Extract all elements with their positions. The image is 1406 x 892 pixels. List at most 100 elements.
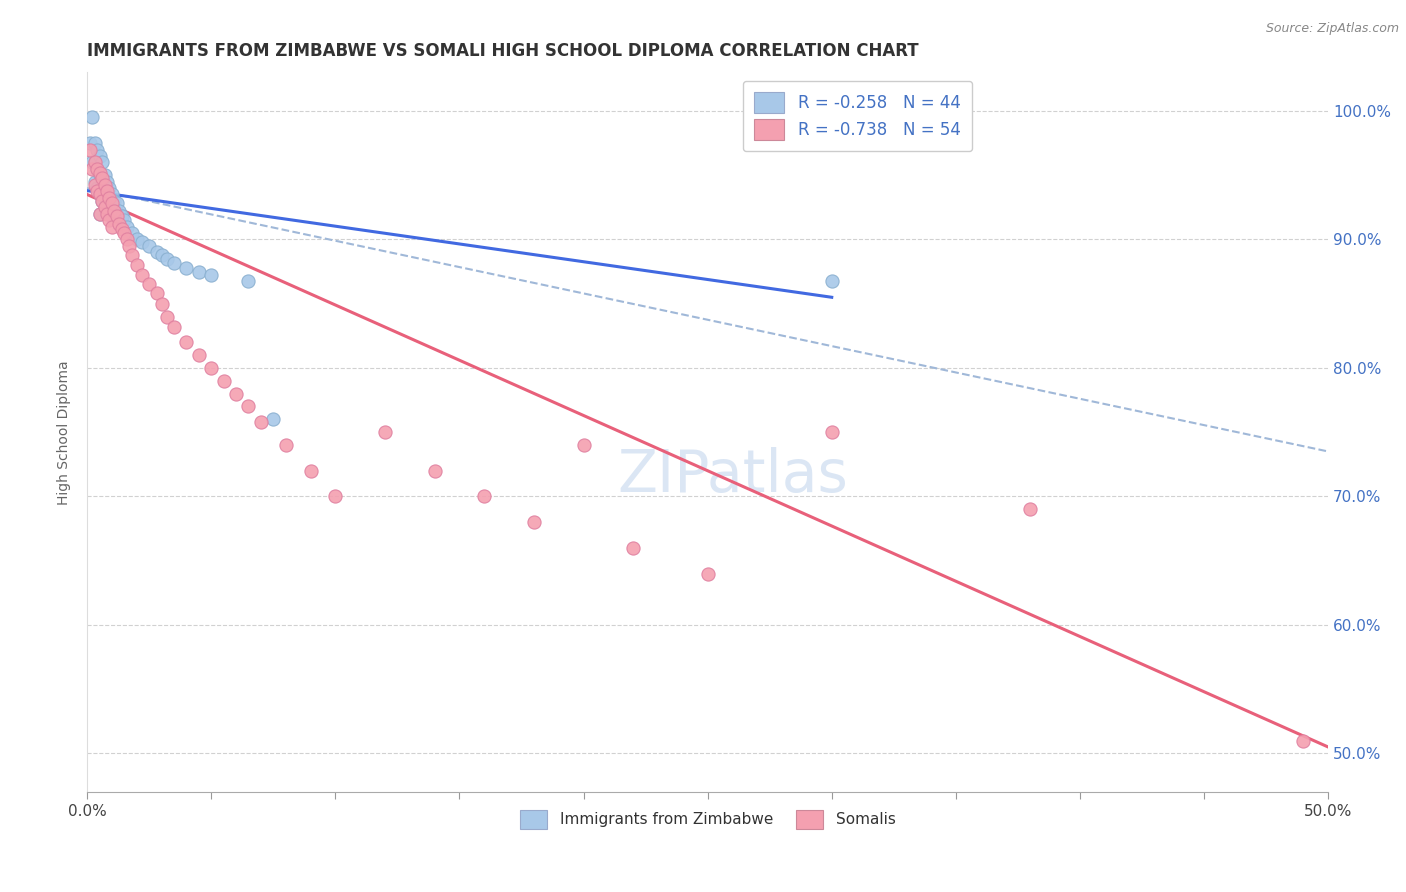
Point [150,248,173,262]
Point [155,310,177,324]
Point [89,149,111,163]
Y-axis label: High School Diploma: High School Diploma [58,359,72,505]
Point [696,566,718,581]
Point [225,386,247,401]
Point [138,239,160,253]
Point [105,210,128,224]
Point [83,178,105,193]
Point [112,226,135,240]
Point [79,136,101,150]
Point [82,155,104,169]
Point [98,204,121,219]
Text: IMMIGRANTS FROM ZIMBABWE VS SOMALI HIGH SCHOOL DIPLOMA CORRELATION CHART: IMMIGRANTS FROM ZIMBABWE VS SOMALI HIGH … [87,42,918,60]
Point [105,196,128,211]
Point [83,155,105,169]
Point [96,196,118,211]
Point [83,155,105,169]
Point [96,175,118,189]
Point [91,175,114,189]
Point [112,213,135,227]
Point [150,296,173,310]
Point [86,181,108,195]
Point [374,425,396,440]
Point [101,210,124,224]
Point [155,252,177,266]
Point [176,260,198,275]
Point [262,412,284,426]
Point [89,187,111,202]
Point [108,204,131,219]
Point [91,194,114,208]
Point [91,170,114,185]
Point [83,175,105,189]
Point [274,438,297,452]
Point [93,187,115,202]
Point [125,232,148,246]
Point [138,277,160,292]
Point [86,161,108,176]
Point [101,219,124,234]
Point [1292,733,1315,747]
Point [212,374,235,388]
Point [299,464,322,478]
Legend: Immigrants from Zimbabwe, Somalis: Immigrants from Zimbabwe, Somalis [513,804,901,835]
Point [98,191,121,205]
Point [121,248,143,262]
Point [96,184,118,198]
Point [89,207,111,221]
Point [131,235,153,249]
Point [187,348,209,362]
Text: ZIPatlas: ZIPatlas [617,447,848,504]
Point [145,286,167,301]
Point [131,268,153,283]
Point [89,168,111,182]
Point [121,226,143,240]
Text: Source: ZipAtlas.com: Source: ZipAtlas.com [1265,22,1399,36]
Point [821,274,844,288]
Point [187,264,209,278]
Point [93,168,115,182]
Point [176,335,198,350]
Point [111,222,134,236]
Point [79,143,101,157]
Point [115,232,138,246]
Point [89,187,111,202]
Point [163,255,186,269]
Point [101,196,124,211]
Point [163,319,186,334]
Point [238,274,260,288]
Point [523,515,546,529]
Point [86,161,108,176]
Point [621,541,644,555]
Point [82,161,104,176]
Point [1019,502,1042,516]
Point [118,239,141,253]
Point [101,187,124,202]
Point [472,490,495,504]
Point [98,213,121,227]
Point [82,111,104,125]
Point [98,181,121,195]
Point [423,464,446,478]
Point [89,166,111,180]
Point [89,207,111,221]
Point [93,200,115,214]
Point [572,438,595,452]
Point [86,143,108,157]
Point [93,178,115,193]
Point [83,136,105,150]
Point [111,210,134,224]
Point [115,219,138,234]
Point [103,194,125,208]
Point [96,207,118,221]
Point [145,245,167,260]
Point [821,425,844,440]
Point [238,400,260,414]
Point [250,415,273,429]
Point [200,268,222,283]
Point [125,258,148,272]
Point [108,217,131,231]
Point [91,194,114,208]
Point [86,184,108,198]
Point [103,204,125,219]
